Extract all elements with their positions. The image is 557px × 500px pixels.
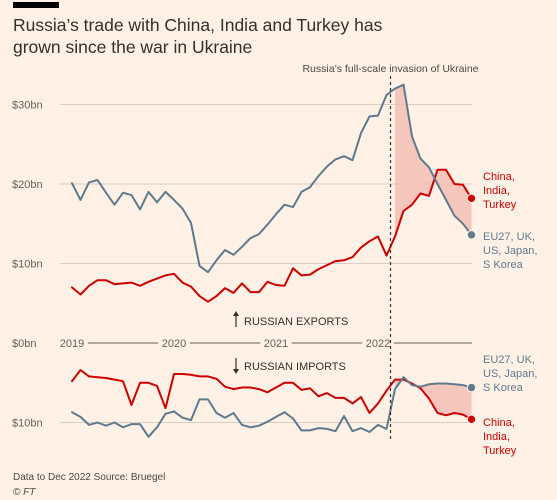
endpoint-dot	[466, 382, 477, 393]
x-tick-knockout	[362, 336, 394, 350]
series-labels: China, India, Turkey EU27, UK, US, Japan, S K…	[483, 171, 537, 457]
series-line-exports-eu-group	[71, 83, 473, 274]
y-tick-label: $0bn	[12, 338, 36, 350]
y-tick-label: $30bn	[12, 100, 43, 112]
invasion-label: Russia’s full-scale invasion of Ukraine	[302, 63, 478, 75]
x-tick-label: 2020	[162, 338, 186, 350]
exports-arrow-head	[233, 311, 239, 316]
imports-section-label: RUSSIAN IMPORTS	[244, 361, 346, 373]
series-lines	[71, 83, 473, 438]
source-note: Data to Dec 2022 Source: Bruegel	[13, 472, 166, 483]
gap-fill-exports	[395, 84, 472, 237]
ft-top-bar	[13, 2, 59, 8]
series-line-exports-china-india-turkey	[71, 168, 473, 303]
x-tick-knockout	[260, 336, 292, 350]
exports-section-label: RUSSIAN EXPORTS	[244, 316, 348, 328]
series-endpoints	[466, 193, 477, 425]
label-exports-china-india-turkey: China, India, Turkey	[483, 171, 517, 211]
x-tick-knockout	[56, 336, 88, 350]
endpoint-dot	[466, 230, 477, 240]
series-line-imports-eu-group	[71, 376, 473, 438]
gap-fill-imports	[395, 377, 472, 420]
endpoint-dot	[466, 414, 477, 425]
section-labels: RUSSIAN EXPORTS RUSSIAN IMPORTS	[233, 311, 348, 374]
endpoint-dot	[466, 193, 477, 204]
label-exports-eu-group: EU27, UK, US, Japan, S Korea	[483, 231, 537, 271]
label-imports-eu-group: EU27, UK, US, Japan, S Korea	[483, 354, 537, 394]
x-tick-knockout	[158, 336, 190, 350]
x-tick-label: 2021	[264, 338, 288, 350]
imports-arrow-head	[233, 369, 239, 374]
gap-fills	[395, 84, 472, 420]
invasion-annotation: Russia’s full-scale invasion of Ukraine	[302, 63, 479, 440]
label-imports-china-india-turkey: China, India, Turkey	[483, 417, 517, 457]
chart-title: Russia’s trade with China, India and Tur…	[13, 15, 383, 57]
y-tick-label: $20bn	[12, 179, 43, 191]
y-axis-tick-labels: $30bn $20bn $10bn $0bn $10bn	[12, 100, 43, 430]
y-tick-label: $10bn	[12, 418, 43, 430]
x-tick-label: 2022	[366, 338, 390, 350]
x-axis-tick-labels: 2019 2020 2021 2022	[56, 336, 394, 350]
y-tick-label: $10bn	[12, 259, 43, 271]
x-tick-label: 2019	[60, 338, 84, 350]
series-line-imports-china-india-turkey	[71, 369, 473, 421]
ft-credit: © FT	[13, 487, 36, 498]
